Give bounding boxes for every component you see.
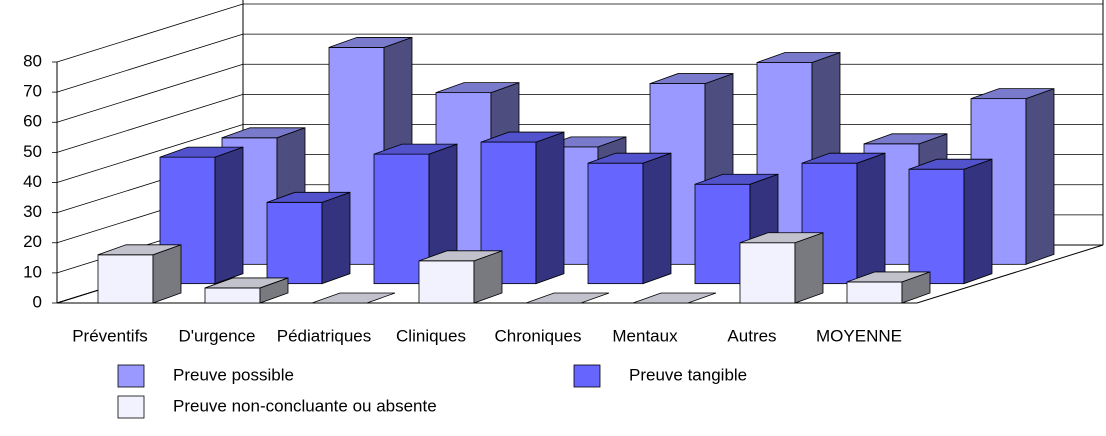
x-tick-label: Préventifs xyxy=(72,326,148,345)
legend-swatch xyxy=(117,364,145,388)
bar-top xyxy=(480,131,565,143)
bar-top xyxy=(266,191,351,203)
y-tick-label: 40 xyxy=(23,172,42,191)
legend-label: Preuve tangible xyxy=(629,365,747,384)
bar-top xyxy=(159,146,244,158)
bar-front xyxy=(266,201,323,285)
bar-top xyxy=(694,173,779,185)
bar xyxy=(632,292,717,304)
y-tick-label: 10 xyxy=(23,262,42,281)
bar-top xyxy=(328,37,413,48)
bar xyxy=(266,191,351,285)
bar-front xyxy=(97,254,154,304)
grid-line xyxy=(56,63,244,123)
bar-top xyxy=(525,292,610,304)
bar-top xyxy=(846,271,931,283)
bar-side xyxy=(1025,88,1055,265)
bar-top xyxy=(221,127,306,139)
x-tick-label: MOYENNE xyxy=(816,326,902,345)
bar xyxy=(97,244,182,304)
legend-swatch xyxy=(117,395,145,419)
bar-side xyxy=(856,152,886,285)
x-tick-label: D'urgence xyxy=(179,326,256,345)
bar-side xyxy=(321,191,351,285)
grid-line xyxy=(56,93,244,153)
bar-front xyxy=(846,281,903,304)
grid-line xyxy=(56,3,244,63)
bar xyxy=(311,292,396,304)
y-tick-label: 50 xyxy=(23,142,42,161)
bar-top xyxy=(908,158,993,170)
bar-front xyxy=(204,287,261,304)
bar-top xyxy=(970,88,1055,100)
bar-top xyxy=(632,292,717,304)
bar xyxy=(846,271,931,304)
x-tick-label: Autres xyxy=(727,326,776,345)
grid-line xyxy=(56,33,244,93)
y-tick-label: 30 xyxy=(23,202,42,221)
bar xyxy=(587,152,672,285)
bar xyxy=(204,277,289,304)
bar-top xyxy=(435,82,520,94)
y-tick-label: 0 xyxy=(33,292,42,311)
legend-label: Preuve non-concluante ou absente xyxy=(173,396,437,415)
bar-side xyxy=(214,146,244,285)
bar-top xyxy=(311,292,396,304)
bar-top xyxy=(418,250,503,262)
bar-front xyxy=(908,168,965,285)
x-tick-label: Chroniques xyxy=(495,326,582,345)
y-tick-label: 80 xyxy=(23,51,42,70)
bar-side xyxy=(642,152,672,285)
bar-side xyxy=(794,232,824,304)
bar xyxy=(525,292,610,304)
y-tick-label: 60 xyxy=(23,112,42,131)
x-tick-label: Mentaux xyxy=(612,326,678,345)
grid-line xyxy=(56,124,244,183)
bar xyxy=(908,158,993,285)
y-tick-label: 20 xyxy=(23,232,42,251)
bar-side xyxy=(963,158,993,285)
bar xyxy=(739,232,824,304)
bar-top xyxy=(204,277,289,289)
bar-top xyxy=(756,52,841,63)
bar-top xyxy=(801,152,886,164)
y-tick-label: 70 xyxy=(23,82,42,101)
bar-front xyxy=(587,162,644,285)
legend-label: Preuve possible xyxy=(173,365,294,384)
bar-top xyxy=(587,152,672,164)
legend-swatch xyxy=(573,364,601,388)
bar-top xyxy=(373,143,458,155)
bar-front xyxy=(418,260,475,304)
bar xyxy=(159,146,244,285)
x-tick-label: Cliniques xyxy=(396,326,466,345)
bar-top xyxy=(97,244,182,256)
x-tick-label: Pédiatriques xyxy=(277,326,372,345)
bar-top xyxy=(649,73,734,84)
bar-front xyxy=(739,242,796,304)
bar-top xyxy=(863,133,948,145)
bar xyxy=(373,143,458,285)
bar xyxy=(418,250,503,304)
bar-side xyxy=(535,131,565,285)
bar-top xyxy=(739,232,824,244)
